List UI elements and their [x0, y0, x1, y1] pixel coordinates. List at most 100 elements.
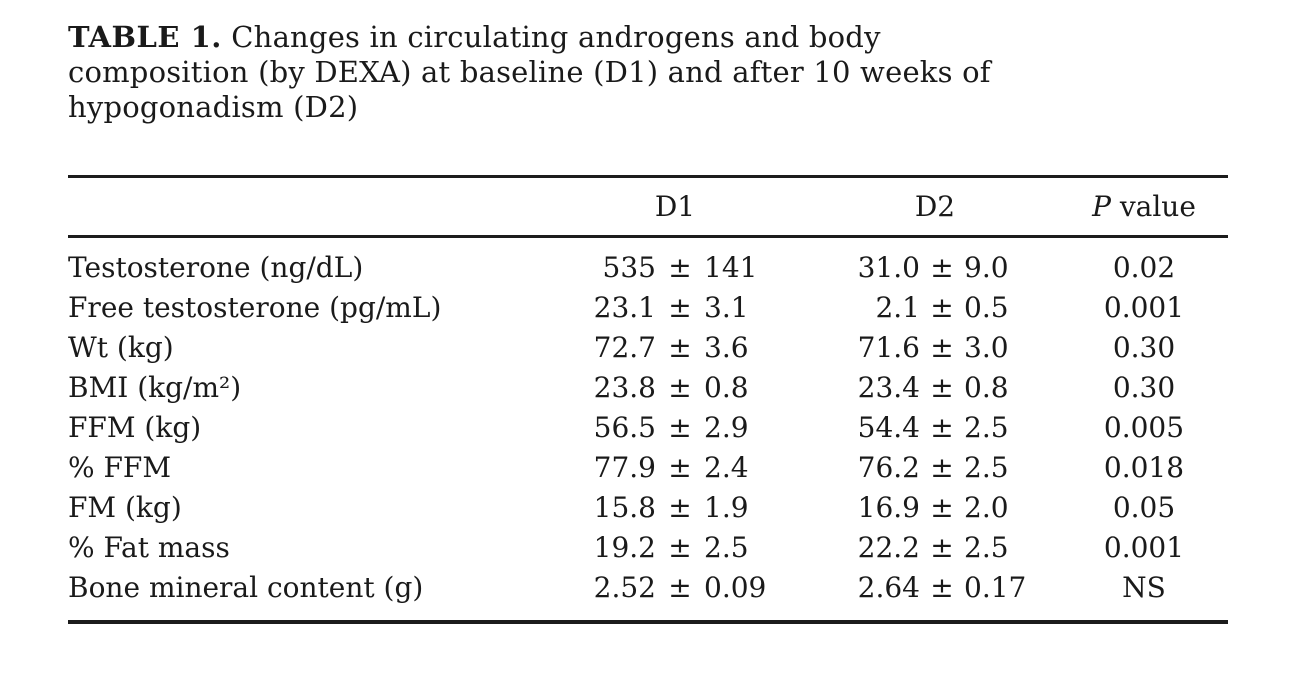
table-row: Wt (kg) 72.7 ± 3.6 71.6 ± 3.0 0.30 — [68, 328, 1228, 368]
d1-mean: 56.5 — [593, 411, 656, 444]
d2-mean: 71.6 — [857, 331, 920, 364]
row-label: Free testosterone (pg/mL) — [68, 291, 442, 324]
p-value: 0.001 — [1103, 531, 1185, 564]
data-table: D1 D2 P value Testosterone (ng/dL) 535 ±… — [68, 175, 1228, 624]
d1-mean: 23.1 — [593, 291, 656, 324]
d2-mean: 16.9 — [857, 491, 920, 524]
plus-minus-sign: ± — [930, 291, 954, 324]
d1-sd: 0.8 — [704, 371, 749, 404]
plus-minus-sign: ± — [930, 491, 954, 524]
column-header-d2: D2 — [914, 190, 956, 223]
d2-mean: 31.0 — [857, 251, 920, 284]
d2-value: 54.4 ± 2.5 — [810, 408, 1060, 448]
p-value-italic-p: P — [1092, 190, 1111, 223]
table-row: Testosterone (ng/dL) 535 ± 141 31.0 ± 9.… — [68, 248, 1228, 288]
paper-table-figure: TABLE 1. Changes in circulating androgen… — [68, 20, 1228, 624]
table-row: FM (kg) 15.8 ± 1.9 16.9 ± 2.0 0.05 — [68, 488, 1228, 528]
table-caption-line1: Changes in circulating androgens and bod… — [231, 20, 881, 54]
table-row: % Fat mass 19.2 ± 2.5 22.2 ± 2.5 0.001 — [68, 528, 1228, 568]
table-body: Testosterone (ng/dL) 535 ± 141 31.0 ± 9.… — [68, 238, 1228, 620]
d1-value: 23.1 ± 3.1 — [540, 288, 810, 328]
d2-sd: 0.17 — [964, 571, 1027, 604]
d1-mean: 19.2 — [593, 531, 656, 564]
d1-value: 535 ± 141 — [540, 248, 810, 288]
d1-sd: 3.6 — [704, 331, 749, 364]
plus-minus-sign: ± — [668, 491, 692, 524]
plus-minus-sign: ± — [668, 251, 692, 284]
d2-sd: 2.5 — [964, 451, 1009, 484]
d2-value: 76.2 ± 2.5 — [810, 448, 1060, 488]
d2-sd: 2.5 — [964, 411, 1009, 444]
d1-mean: 2.52 — [593, 571, 656, 604]
d2-value: 31.0 ± 9.0 — [810, 248, 1060, 288]
d1-value: 72.7 ± 3.6 — [540, 328, 810, 368]
plus-minus-sign: ± — [930, 251, 954, 284]
p-value: 0.30 — [1112, 371, 1176, 404]
d2-sd: 2.0 — [964, 491, 1009, 524]
table-row: % FFM 77.9 ± 2.4 76.2 ± 2.5 0.018 — [68, 448, 1228, 488]
d1-sd: 141 — [704, 251, 758, 284]
table-row: FFM (kg) 56.5 ± 2.9 54.4 ± 2.5 0.005 — [68, 408, 1228, 448]
d2-value: 71.6 ± 3.0 — [810, 328, 1060, 368]
p-value: 0.05 — [1112, 491, 1176, 524]
d1-sd: 2.5 — [704, 531, 749, 564]
column-header-p-value: P value — [1060, 189, 1228, 225]
d1-mean: 72.7 — [593, 331, 656, 364]
d1-value: 2.52 ± 0.09 — [540, 568, 810, 608]
d1-sd: 3.1 — [704, 291, 749, 324]
d2-mean: 54.4 — [857, 411, 920, 444]
column-header-d1: D1 — [654, 190, 696, 223]
plus-minus-sign: ± — [930, 371, 954, 404]
table-caption-line2: composition (by DEXA) at baseline (D1) a… — [68, 55, 991, 89]
d1-sd: 2.4 — [704, 451, 749, 484]
d2-value: 2.64 ± 0.17 — [810, 568, 1060, 608]
d1-value: 23.8 ± 0.8 — [540, 368, 810, 408]
table-caption: TABLE 1. Changes in circulating androgen… — [68, 20, 1228, 125]
row-label: FFM (kg) — [68, 411, 202, 444]
p-value: NS — [1122, 571, 1166, 604]
plus-minus-sign: ± — [668, 571, 692, 604]
plus-minus-sign: ± — [668, 451, 692, 484]
d1-mean: 15.8 — [593, 491, 656, 524]
d1-mean: 535 — [602, 251, 656, 284]
d2-sd: 0.8 — [964, 371, 1009, 404]
plus-minus-sign: ± — [668, 411, 692, 444]
d1-sd: 2.9 — [704, 411, 749, 444]
d2-mean: 2.64 — [857, 571, 920, 604]
d1-mean: 23.8 — [593, 371, 656, 404]
plus-minus-sign: ± — [930, 411, 954, 444]
row-label: FM (kg) — [68, 491, 182, 524]
d2-sd: 9.0 — [964, 251, 1009, 284]
d1-mean: 77.9 — [593, 451, 656, 484]
table-row: Free testosterone (pg/mL) 23.1 ± 3.1 2.1… — [68, 288, 1228, 328]
d2-value: 23.4 ± 0.8 — [810, 368, 1060, 408]
p-value: 0.30 — [1112, 331, 1176, 364]
p-value: 0.018 — [1103, 451, 1185, 484]
d2-value: 2.1 ± 0.5 — [810, 288, 1060, 328]
p-value-rest: value — [1110, 190, 1196, 223]
plus-minus-sign: ± — [668, 291, 692, 324]
row-label: Wt (kg) — [68, 331, 174, 364]
row-label: Testosterone (ng/dL) — [68, 251, 364, 284]
plus-minus-sign: ± — [930, 531, 954, 564]
plus-minus-sign: ± — [930, 451, 954, 484]
d1-value: 19.2 ± 2.5 — [540, 528, 810, 568]
d2-value: 16.9 ± 2.0 — [810, 488, 1060, 528]
plus-minus-sign: ± — [668, 371, 692, 404]
d1-value: 56.5 ± 2.9 — [540, 408, 810, 448]
column-header-empty — [68, 189, 540, 225]
d2-mean: 22.2 — [857, 531, 920, 564]
table-row: BMI (kg/m²) 23.8 ± 0.8 23.4 ± 0.8 0.30 — [68, 368, 1228, 408]
table-caption-line3: hypogonadism (D2) — [68, 90, 359, 124]
table-row: Bone mineral content (g) 2.52 ± 0.09 2.6… — [68, 568, 1228, 608]
row-label: Bone mineral content (g) — [68, 571, 424, 604]
row-label: BMI (kg/m²) — [68, 371, 242, 404]
d1-value: 77.9 ± 2.4 — [540, 448, 810, 488]
plus-minus-sign: ± — [930, 571, 954, 604]
table-caption-label: TABLE 1. — [68, 20, 222, 54]
d1-value: 15.8 ± 1.9 — [540, 488, 810, 528]
d1-sd: 0.09 — [704, 571, 767, 604]
plus-minus-sign: ± — [668, 331, 692, 364]
p-value: 0.005 — [1103, 411, 1185, 444]
d2-value: 22.2 ± 2.5 — [810, 528, 1060, 568]
